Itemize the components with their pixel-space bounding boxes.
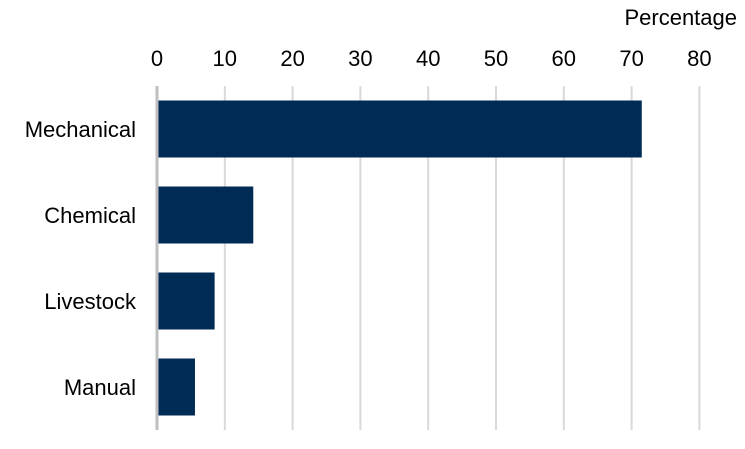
bar-chemical [157, 186, 254, 244]
x-tick-label: 10 [213, 46, 237, 71]
x-tick-label: 40 [416, 46, 440, 71]
x-tick-label: 50 [484, 46, 508, 71]
x-tick-label: 60 [552, 46, 576, 71]
x-tick-label: 70 [619, 46, 643, 71]
category-labels: Mechanical Chemical Livestock Manual [25, 117, 137, 400]
x-tick-label: 80 [687, 46, 711, 71]
category-label: Mechanical [25, 117, 136, 142]
x-tick-label: 0 [151, 46, 163, 71]
x-tick-labels: 0 10 20 30 40 50 60 70 80 [151, 46, 712, 71]
category-label: Manual [64, 375, 136, 400]
bar-manual [157, 358, 195, 416]
x-tick-label: 20 [280, 46, 304, 71]
category-label: Chemical [44, 203, 136, 228]
bars [157, 100, 642, 416]
category-label: Livestock [44, 289, 137, 314]
x-tick-label: 30 [348, 46, 372, 71]
bar-mechanical [157, 100, 642, 158]
bar-livestock [157, 272, 215, 330]
x-axis-label: Percentage [624, 5, 737, 30]
